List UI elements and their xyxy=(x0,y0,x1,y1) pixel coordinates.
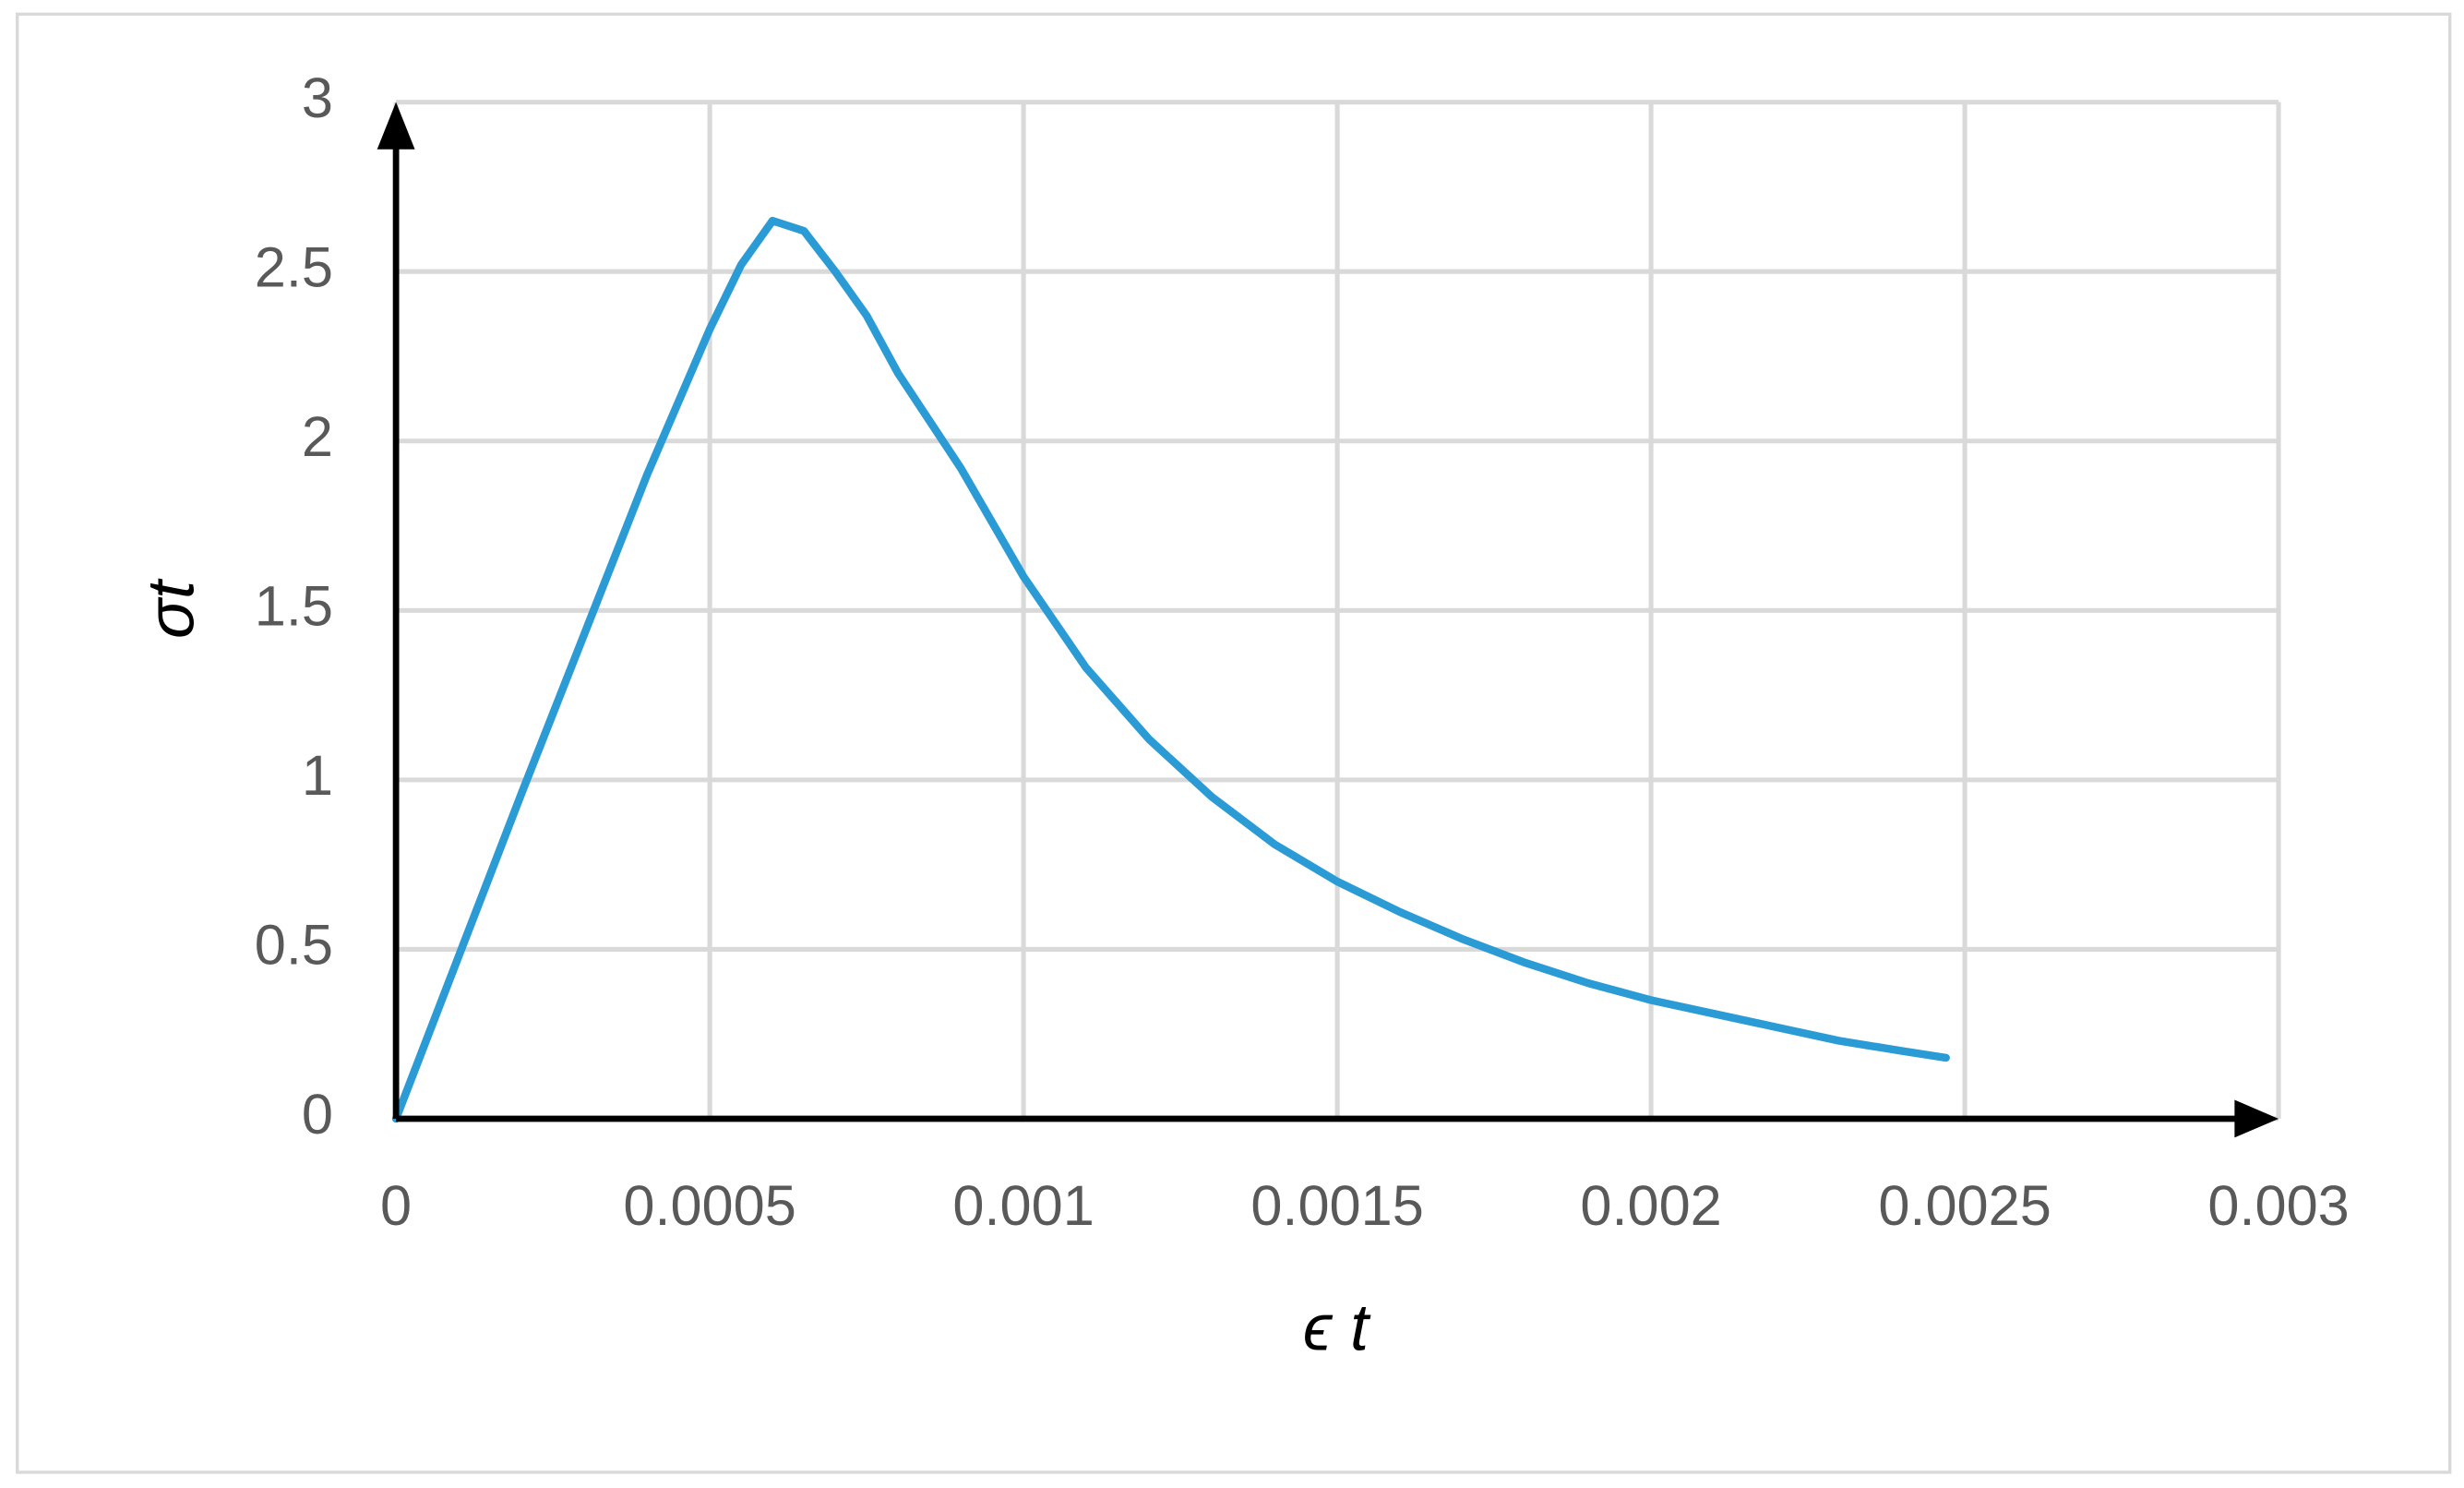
y-axis-title: σt xyxy=(135,578,209,639)
y-tick-label: 2 xyxy=(302,405,333,468)
x-tick-label: 0.003 xyxy=(2207,1174,2349,1237)
y-tick-label: 0 xyxy=(302,1083,333,1146)
x-tick-label: 0.0005 xyxy=(623,1174,795,1237)
x-tick-label: 0.001 xyxy=(952,1174,1094,1237)
y-tick-label: 0.5 xyxy=(255,914,333,977)
y-tick-label: 3 xyxy=(302,66,333,129)
x-tick-label: 0 xyxy=(380,1174,412,1237)
x-tick-label: 0.0025 xyxy=(1878,1174,2051,1237)
y-tick-label: 1 xyxy=(302,744,333,807)
y-tick-label: 2.5 xyxy=(255,235,333,298)
y-axis-arrow xyxy=(377,102,415,150)
x-tick-label: 0.0015 xyxy=(1250,1174,1423,1237)
x-tick-label: 0.002 xyxy=(1580,1174,1721,1237)
data-line xyxy=(391,216,1950,1123)
x-axis-arrow xyxy=(2234,1099,2279,1138)
chart-border xyxy=(16,12,2452,1474)
y-tick-label: 1.5 xyxy=(255,575,333,638)
x-axis-title: ϵ t xyxy=(1303,1290,1371,1364)
